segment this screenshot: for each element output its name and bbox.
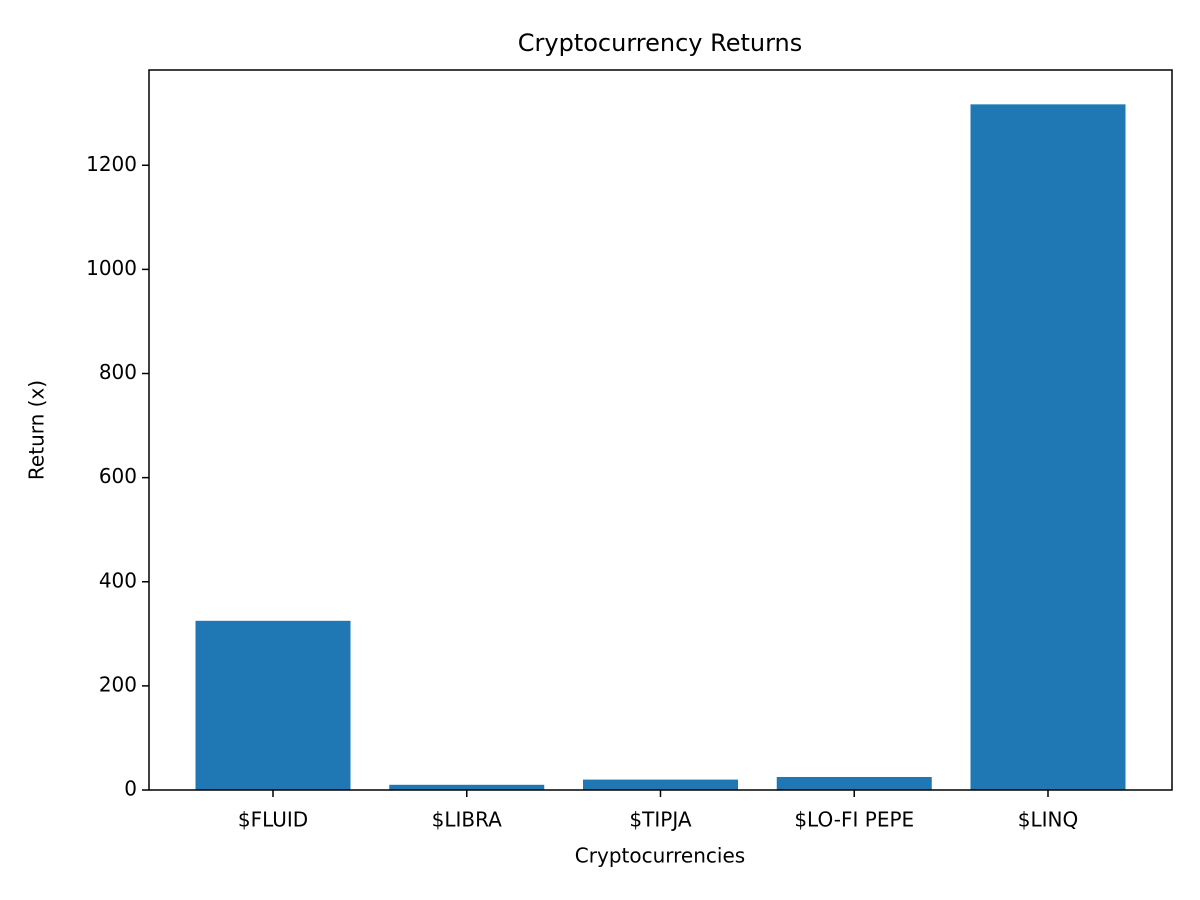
y-tick-label: 200 xyxy=(99,672,137,696)
y-tick-label: 600 xyxy=(99,464,137,488)
plot-frame xyxy=(148,69,1173,791)
x-tick-label: $FLUID xyxy=(238,808,308,832)
bar xyxy=(970,104,1126,790)
y-tick-label: 0 xyxy=(124,777,137,801)
x-axis-label: Cryptocurrencies xyxy=(575,844,745,868)
y-tick-label: 1200 xyxy=(86,152,137,176)
x-tick-label: $LO-FI PEPE xyxy=(794,808,914,832)
y-tick-label: 800 xyxy=(99,360,137,384)
y-tick-label: 1000 xyxy=(86,256,137,280)
bar xyxy=(776,776,932,790)
x-tick-label: $LIBRA xyxy=(432,808,503,832)
x-tick-label: $LINQ xyxy=(1018,808,1078,832)
bar xyxy=(583,779,738,790)
y-tick-label: 400 xyxy=(99,568,137,592)
bar xyxy=(195,620,351,790)
bar xyxy=(389,784,545,790)
x-tick-label: $TIPJA xyxy=(629,808,691,832)
y-axis-label: Return (x) xyxy=(25,380,49,480)
chart-title: Cryptocurrency Returns xyxy=(518,29,803,57)
